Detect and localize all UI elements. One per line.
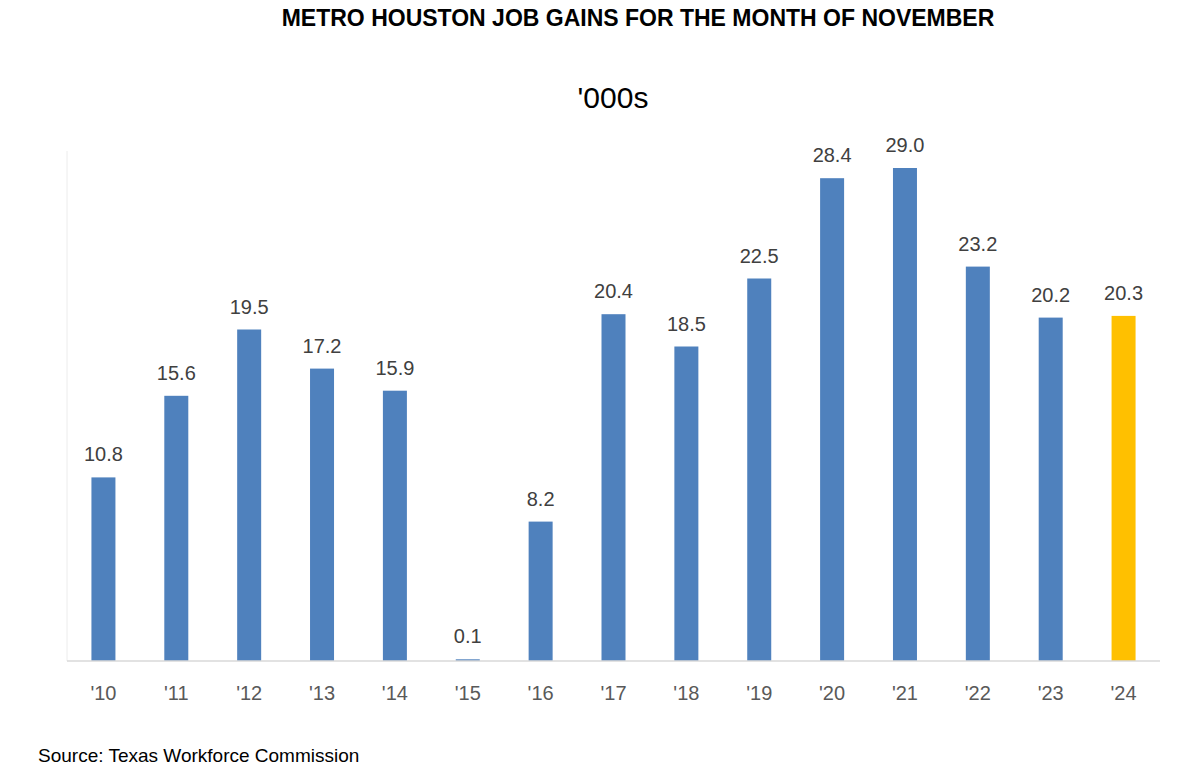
bar xyxy=(674,347,698,662)
x-tick-label: '17 xyxy=(600,682,626,704)
bars xyxy=(91,168,1135,661)
x-tick-label: '13 xyxy=(309,682,335,704)
data-label: 8.2 xyxy=(527,488,555,510)
source: Source: Texas Workforce Commission xyxy=(38,745,359,766)
data-label: 10.8 xyxy=(84,443,123,465)
x-tick-label: '21 xyxy=(892,682,918,704)
x-tick-label: '15 xyxy=(455,682,481,704)
bar xyxy=(91,477,115,661)
data-label: 20.3 xyxy=(1104,282,1143,304)
bar xyxy=(310,369,334,661)
bar xyxy=(1112,316,1136,661)
title: METRO HOUSTON JOB GAINS FOR THE MONTH OF… xyxy=(282,5,995,31)
data-label: 22.5 xyxy=(740,245,779,267)
x-tick-label: '10 xyxy=(90,682,116,704)
data-label: 23.2 xyxy=(958,233,997,255)
bar xyxy=(529,522,553,661)
data-label: 17.2 xyxy=(303,335,342,357)
data-label: 15.6 xyxy=(157,362,196,384)
bar xyxy=(747,279,771,662)
x-tick-label: '22 xyxy=(965,682,991,704)
x-tick-labels: '10 '11 '12 '13 '14 '15 '16 '17 '18 '19 '20 '21 '22 '… xyxy=(90,682,1136,704)
x-tick-label: '14 xyxy=(382,682,408,704)
bar xyxy=(383,391,407,661)
y-axis-line xyxy=(67,151,68,661)
data-label: 29.0 xyxy=(885,134,924,156)
x-tick-label: '11 xyxy=(164,682,189,704)
x-tick-label: '18 xyxy=(673,682,699,704)
data-labels: 10.8 15.6 19.5 17.2 15.9 0.1 8.2 20.4 18.5 22.5 28… xyxy=(84,134,1143,647)
data-label: 20.2 xyxy=(1031,284,1070,306)
bar xyxy=(602,314,626,661)
bar xyxy=(820,178,844,661)
x-tick-label: '19 xyxy=(746,682,772,704)
x-tick-label: '20 xyxy=(819,682,845,704)
bar xyxy=(237,330,261,662)
x-tick-label: '24 xyxy=(1111,682,1137,704)
data-label: 18.5 xyxy=(667,313,706,335)
data-label: 20.4 xyxy=(594,280,633,302)
subtitle: '000s xyxy=(578,81,649,114)
data-label: 28.4 xyxy=(813,144,852,166)
x-axis-line xyxy=(67,660,1160,662)
data-label: 15.9 xyxy=(375,357,414,379)
bar xyxy=(966,267,990,661)
bar xyxy=(1039,318,1063,661)
bar xyxy=(164,396,188,661)
data-label: 19.5 xyxy=(230,296,269,318)
x-tick-label: '23 xyxy=(1038,682,1064,704)
chart: METRO HOUSTON JOB GAINS FOR THE MONTH OF… xyxy=(0,0,1183,779)
x-tick-label: '16 xyxy=(528,682,554,704)
bar xyxy=(893,168,917,661)
x-tick-label: '12 xyxy=(236,682,262,704)
data-label: 0.1 xyxy=(454,625,482,647)
